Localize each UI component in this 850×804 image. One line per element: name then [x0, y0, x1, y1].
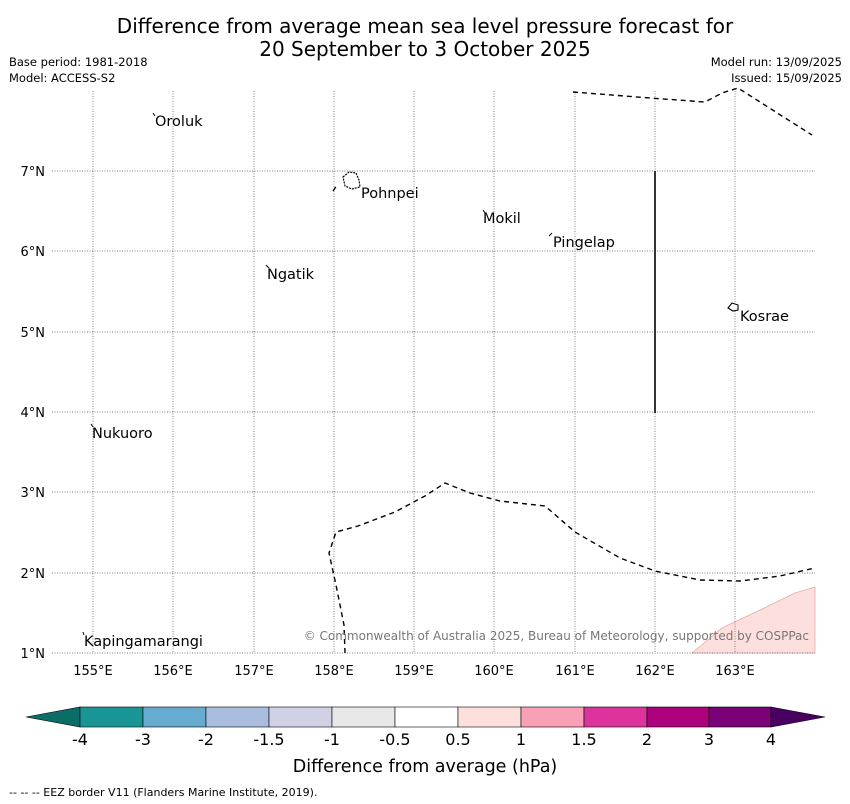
place-label-pingelap: Pingelap: [553, 235, 615, 251]
place-label-pohnpei: Pohnpei: [361, 186, 419, 202]
x-tick-160e: 160°E: [474, 664, 514, 679]
x-tick-156e: 156°E: [153, 664, 193, 679]
atoll-markers: [82, 112, 553, 636]
colorbar-segment-7: [457, 706, 522, 728]
colorbar-tick: -2: [198, 730, 214, 749]
oroluk-atoll: [152, 112, 156, 117]
x-axis-ticks: 155°E 156°E 157°E 158°E 159°E 160°E 161°…: [73, 664, 755, 679]
copyright-notice: © Commonwealth of Australia 2025, Bureau…: [304, 629, 809, 643]
colorbar-segment-8: [520, 706, 585, 728]
colorbar-label: Difference from average (hPa): [293, 757, 558, 777]
colorbar-tick: -3: [135, 730, 151, 749]
place-label-mokil: Mokil: [483, 211, 521, 227]
colorbar-segment-4: [268, 706, 333, 728]
colorbar-tick: 0.5: [445, 730, 470, 749]
eez-border-pohnpei-segment: [332, 184, 338, 192]
x-tick-158e: 158°E: [314, 664, 354, 679]
positive-anomaly-area: [690, 586, 816, 654]
eez-borders: [328, 87, 816, 654]
colorbar-tick: 1.5: [571, 730, 596, 749]
colorbar-tick: 2: [642, 730, 652, 749]
colorbar-tick: 3: [704, 730, 714, 749]
place-label-nukuoro: Nukuoro: [92, 426, 153, 442]
y-tick-6n: 6°N: [21, 245, 46, 260]
y-tick-5n: 5°N: [21, 326, 46, 341]
colorbar-segment-6: [394, 706, 459, 728]
place-label-kosrae: Kosrae: [740, 309, 789, 325]
kosrae-island-outline: [727, 302, 739, 312]
place-label-oroluk: Oroluk: [155, 114, 203, 130]
colorbar-tick: 1: [516, 730, 526, 749]
colorbar-segment-9: [583, 706, 648, 728]
colorbar: [25, 706, 826, 728]
place-label-ngatik: Ngatik: [267, 267, 315, 283]
eez-border-north: [572, 87, 813, 136]
chart-title-line1: Difference from average mean sea level p…: [116, 14, 734, 38]
colorbar-tick: 4: [766, 730, 776, 749]
colorbar-extend-high: [770, 706, 826, 728]
y-tick-7n: 7°N: [21, 165, 46, 180]
x-tick-161e: 161°E: [555, 664, 595, 679]
x-tick-163e: 163°E: [715, 664, 755, 679]
x-tick-157e: 157°E: [234, 664, 274, 679]
y-tick-3n: 3°N: [21, 486, 46, 501]
colorbar-segment-3: [205, 706, 270, 728]
mokil-atoll: [482, 209, 486, 214]
colorbar-segment-11: [708, 706, 772, 728]
y-tick-2n: 2°N: [21, 567, 46, 582]
y-axis-ticks: 7°N 6°N 5°N 4°N 3°N 2°N 1°N: [21, 165, 46, 662]
base-period: Base period: 1981-2018: [9, 55, 148, 69]
x-tick-162e: 162°E: [635, 664, 675, 679]
pohnpei-island-outline: [342, 171, 361, 190]
colorbar-ticks: -4 -3 -2 -1.5 -1 -0.5 0.5 1 1.5 2 3 4: [72, 730, 776, 749]
colorbar-tick: -0.5: [379, 730, 410, 749]
pingelap-atoll: [548, 232, 553, 237]
colorbar-segment-2: [142, 706, 207, 728]
model-name: Model: ACCESS-S2: [9, 71, 116, 85]
nukuoro-atoll: [90, 423, 94, 428]
colorbar-segment-5: [331, 706, 396, 728]
x-tick-155e: 155°E: [73, 664, 113, 679]
colorbar-segment-1: [79, 706, 144, 728]
map-gridlines: [52, 91, 815, 654]
colorbar-tick: -1: [324, 730, 340, 749]
x-tick-159e: 159°E: [394, 664, 434, 679]
model-run: Model run: 13/09/2025: [710, 55, 842, 69]
chart-title-line2: 20 September to 3 October 2025: [259, 37, 591, 61]
colorbar-segment-10: [646, 706, 710, 728]
ngatik-atoll: [265, 264, 270, 269]
colorbar-tick: -1.5: [253, 730, 284, 749]
issued-date: Issued: 15/09/2025: [731, 71, 842, 85]
eez-border-south: [328, 482, 816, 654]
colorbar-tick: -4: [72, 730, 88, 749]
y-tick-1n: 1°N: [21, 647, 46, 662]
eez-footnote: -- -- -- EEZ border V11 (Flanders Marine…: [9, 786, 318, 799]
colorbar-extend-low: [25, 706, 81, 728]
kapingamarangi-atoll: [82, 631, 85, 636]
place-label-kapingamarangi: Kapingamarangi: [84, 634, 203, 650]
y-tick-4n: 4°N: [21, 406, 46, 421]
